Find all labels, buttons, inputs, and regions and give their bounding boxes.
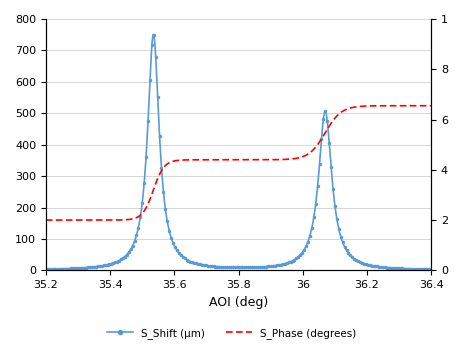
S_Shift (μm)	[43, 267, 49, 271]
Legend: S_Shift (μm), S_Phase (degrees): S_Shift (μm), S_Phase (degrees)	[102, 324, 361, 343]
S_Shift (μm)	[428, 267, 434, 271]
Line: S_Phase (degrees): S_Phase (degrees)	[46, 106, 431, 220]
S_Shift (μm)	[347, 252, 352, 256]
S_Phase (degrees)	[428, 104, 434, 108]
S_Shift (μm)	[63, 267, 68, 271]
S_Shift (μm)	[220, 265, 226, 269]
S_Shift (μm)	[417, 267, 423, 271]
S_Shift (μm)	[150, 32, 156, 37]
S_Phase (degrees)	[417, 104, 423, 108]
S_Phase (degrees)	[63, 218, 68, 222]
S_Phase (degrees)	[417, 104, 423, 108]
S_Shift (μm)	[417, 267, 423, 271]
S_Phase (degrees)	[220, 158, 226, 162]
S_Phase (degrees)	[231, 158, 236, 162]
X-axis label: AOI (deg): AOI (deg)	[209, 296, 268, 309]
S_Phase (degrees)	[346, 106, 352, 110]
Line: S_Shift (μm): S_Shift (μm)	[45, 33, 432, 270]
S_Shift (μm)	[231, 265, 236, 269]
S_Phase (degrees)	[43, 218, 49, 222]
